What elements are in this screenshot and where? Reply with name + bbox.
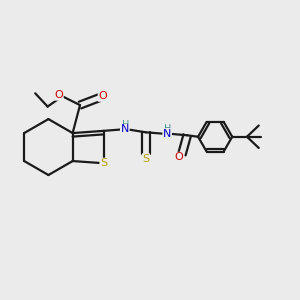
Text: O: O — [98, 91, 107, 101]
Text: N: N — [163, 129, 171, 139]
Text: O: O — [54, 90, 63, 100]
Text: S: S — [100, 158, 107, 168]
Text: O: O — [175, 152, 183, 162]
Text: H: H — [164, 124, 171, 134]
Text: H: H — [122, 120, 129, 130]
Text: N: N — [121, 124, 129, 134]
Text: S: S — [142, 154, 149, 164]
